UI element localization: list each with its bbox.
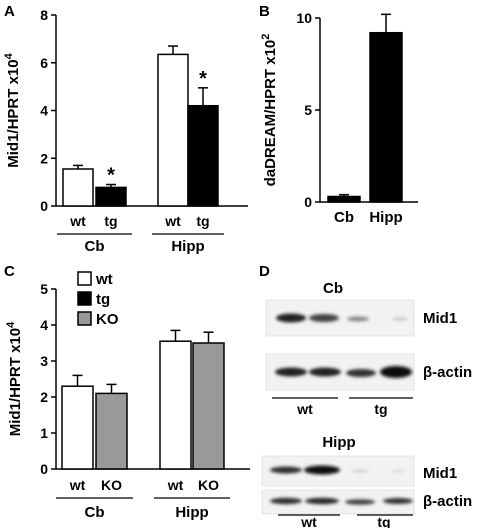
panel-b-y-tick-label: 0 (304, 194, 312, 210)
blot-bands-actin-hipp (270, 497, 413, 505)
panel-c-y-axis-label-exponent: 4 (5, 321, 17, 328)
panel-a-bar (157, 53, 189, 207)
panel-c-bar (61, 385, 94, 470)
panel-a-significance-star: * (199, 68, 207, 90)
panel-a-bar (62, 168, 94, 207)
panel-b-bar (369, 31, 403, 203)
panel-label-a: A (4, 3, 15, 20)
panel-a-bar-label: wt (69, 213, 86, 229)
blot-row-label-actin-cb: β-actin (423, 364, 472, 381)
panel-b-y-tick-label: 10 (296, 10, 312, 26)
blot-group-label-wt-hipp: wt (300, 514, 317, 528)
panel-a-bar (187, 104, 219, 207)
panel-a-y-tick-label: 4 (40, 103, 48, 119)
panel-a-bar-label: wt (164, 213, 181, 229)
panel-c-bar-label: wt (69, 477, 86, 493)
panel-c-y-tick-label: 2 (40, 389, 48, 405)
western-blot-panel: Cb Mid1 β-actin wt tg Hipp Mid1 (261, 280, 472, 528)
panel-c-y-tick-label: 5 (40, 281, 48, 297)
panel-b-bar (327, 195, 361, 203)
panel-a-y-tick-label: 2 (40, 150, 48, 166)
panel-c-y-axis-label: Mid1/HPRT x104 (5, 321, 24, 436)
panel-a-bar (95, 186, 127, 207)
panel-a-bar-label: tg (196, 213, 209, 229)
blot-row-label-mid1-hipp: Mid1 (423, 465, 457, 482)
panel-c-bar-label: KO (198, 477, 219, 493)
panel-b-y-tick-label: 5 (304, 102, 312, 118)
panel-c-legend-swatch (77, 311, 92, 326)
panel-a-group-label: Cb (85, 238, 105, 255)
panel-a-y-tick-label: 0 (40, 198, 48, 214)
panel-c-legend-swatch (77, 291, 92, 306)
blot-row-label-mid1-cb: Mid1 (423, 310, 457, 327)
panel-c-legend-label: KO (96, 311, 119, 328)
panel-c-bar-label: wt (167, 477, 184, 493)
blot-row-label-actin-hipp: β-actin (423, 493, 472, 510)
panel-c-bar (95, 392, 128, 470)
panel-a-y-tick-label: 8 (40, 7, 48, 23)
panel-b-category-label: Cb (334, 209, 354, 226)
blot-bands-mid1-hipp (270, 465, 405, 475)
panel-a-y-axis-label: Mid1/HPRT x104 (3, 52, 22, 167)
panel-b-y-axis-label-exponent: 2 (260, 34, 272, 40)
blot-group-label-wt-cb: wt (296, 401, 313, 417)
panel-c-y-tick-label: 4 (40, 317, 48, 333)
panel-c-group-label: Hipp (175, 504, 208, 521)
blot-bands-mid1-cb (276, 313, 408, 323)
panel-b-y-axis-label: daDREAM/HPRT x102 (260, 34, 279, 187)
blot-group-label-tg-cb: tg (374, 401, 387, 417)
panel-c-legend-swatch (77, 271, 92, 286)
panel-c-legend-label: tg (96, 291, 110, 308)
panel-label-d: D (259, 263, 270, 280)
panel-c-y-tick-label: 3 (40, 353, 48, 369)
panel-c-bar-label: KO (101, 477, 122, 493)
panel-label-b: B (259, 3, 270, 20)
chart-panel-c: 0 1 2 3 4 5 Mid1/HPRT x104 wt KO Cb wt KO Hipp wt tg KO (5, 271, 250, 521)
blot-title-cb: Cb (323, 280, 343, 297)
panel-c-y-tick-label: 1 (40, 425, 48, 441)
panel-c-legend-label: wt (95, 271, 113, 288)
panel-label-c: C (4, 263, 15, 280)
panel-c-group-label: Cb (85, 504, 105, 521)
blot-title-hipp: Hipp (322, 434, 355, 451)
panel-a-significance-star: * (107, 165, 115, 187)
panel-a-bar-label: tg (104, 213, 117, 229)
panel-a-y-tick-label: 6 (40, 55, 48, 71)
panel-a-group-label: Hipp (171, 238, 204, 255)
panel-c-y-tick-label: 0 (40, 461, 48, 477)
blot-bands-actin-cb (275, 366, 412, 378)
blot-group-label-tg-hipp: tg (377, 514, 390, 528)
panel-b-category-label: Hipp (369, 209, 402, 226)
panel-c-bar (159, 340, 192, 470)
panel-c-bar (192, 342, 225, 470)
panel-a-y-axis-label-exponent: 4 (3, 52, 15, 59)
chart-panel-b: 0 5 10 daDREAM/HPRT x102 Cb Hipp (260, 10, 418, 226)
